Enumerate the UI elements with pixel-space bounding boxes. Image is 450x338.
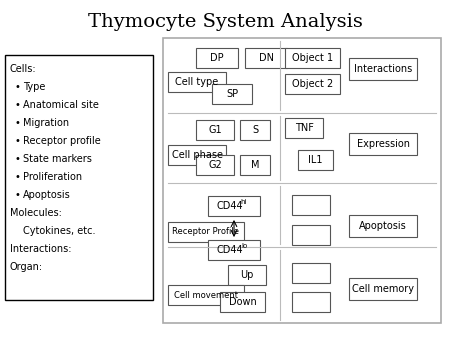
Text: IL1: IL1 xyxy=(308,155,323,165)
Text: G1: G1 xyxy=(208,125,222,135)
Bar xyxy=(292,292,330,312)
Bar xyxy=(208,196,260,216)
Bar xyxy=(168,222,244,242)
Text: Proliferation: Proliferation xyxy=(23,172,82,182)
Bar xyxy=(292,195,330,215)
Text: Receptor Profile: Receptor Profile xyxy=(172,227,239,237)
FancyBboxPatch shape xyxy=(163,38,441,323)
Text: •: • xyxy=(15,118,21,128)
Bar xyxy=(349,215,417,237)
Text: hi: hi xyxy=(241,199,247,205)
Text: Cell memory: Cell memory xyxy=(352,284,414,294)
Text: •: • xyxy=(15,154,21,164)
Text: lo: lo xyxy=(241,243,247,249)
Text: Up: Up xyxy=(240,270,254,280)
Bar xyxy=(196,48,238,68)
Text: G2: G2 xyxy=(208,160,222,170)
Text: CD44: CD44 xyxy=(217,245,243,255)
Bar xyxy=(285,118,323,138)
Bar xyxy=(240,155,270,175)
Text: CD44: CD44 xyxy=(217,201,243,211)
Bar xyxy=(168,285,244,305)
Text: •: • xyxy=(15,100,21,110)
Bar xyxy=(285,48,340,68)
Text: Object 2: Object 2 xyxy=(292,79,333,89)
Text: Down: Down xyxy=(229,297,256,307)
Bar xyxy=(212,84,252,104)
Bar xyxy=(168,72,226,92)
Text: •: • xyxy=(15,136,21,146)
Bar xyxy=(240,120,270,140)
Text: M: M xyxy=(251,160,259,170)
Text: Cell type: Cell type xyxy=(176,77,219,87)
Text: Interactions:: Interactions: xyxy=(10,244,72,254)
Bar xyxy=(298,150,333,170)
Text: Thymocyte System Analysis: Thymocyte System Analysis xyxy=(88,13,362,31)
Text: Receptor profile: Receptor profile xyxy=(23,136,101,146)
Bar xyxy=(349,58,417,80)
Text: S: S xyxy=(252,125,258,135)
Bar xyxy=(292,225,330,245)
Text: Expression: Expression xyxy=(356,139,410,149)
Bar xyxy=(349,133,417,155)
Bar xyxy=(349,278,417,300)
Text: State markers: State markers xyxy=(23,154,92,164)
Bar xyxy=(208,240,260,260)
Text: •: • xyxy=(15,172,21,182)
Bar xyxy=(196,120,234,140)
Text: DP: DP xyxy=(210,53,224,63)
Text: Type: Type xyxy=(23,82,45,92)
Text: DN: DN xyxy=(258,53,274,63)
Bar xyxy=(220,292,265,312)
Bar xyxy=(285,74,340,94)
Text: Apoptosis: Apoptosis xyxy=(23,190,71,200)
Bar xyxy=(196,155,234,175)
Text: Cells:: Cells: xyxy=(10,64,36,74)
Bar xyxy=(292,263,330,283)
Text: Interactions: Interactions xyxy=(354,64,412,74)
Bar xyxy=(245,48,287,68)
Text: Cell movement: Cell movement xyxy=(174,290,238,299)
Text: Cell phase: Cell phase xyxy=(171,150,222,160)
Text: Cytokines, etc.: Cytokines, etc. xyxy=(23,226,95,236)
Bar xyxy=(168,145,226,165)
Text: Organ:: Organ: xyxy=(10,262,43,272)
Text: Molecules:: Molecules: xyxy=(10,208,62,218)
Text: •: • xyxy=(15,82,21,92)
Bar xyxy=(5,55,153,300)
Text: TNF: TNF xyxy=(295,123,314,133)
Bar xyxy=(228,265,266,285)
Text: Apoptosis: Apoptosis xyxy=(359,221,407,231)
Text: Object 1: Object 1 xyxy=(292,53,333,63)
Text: •: • xyxy=(15,190,21,200)
Text: Migration: Migration xyxy=(23,118,69,128)
Text: Anatomical site: Anatomical site xyxy=(23,100,99,110)
Text: SP: SP xyxy=(226,89,238,99)
